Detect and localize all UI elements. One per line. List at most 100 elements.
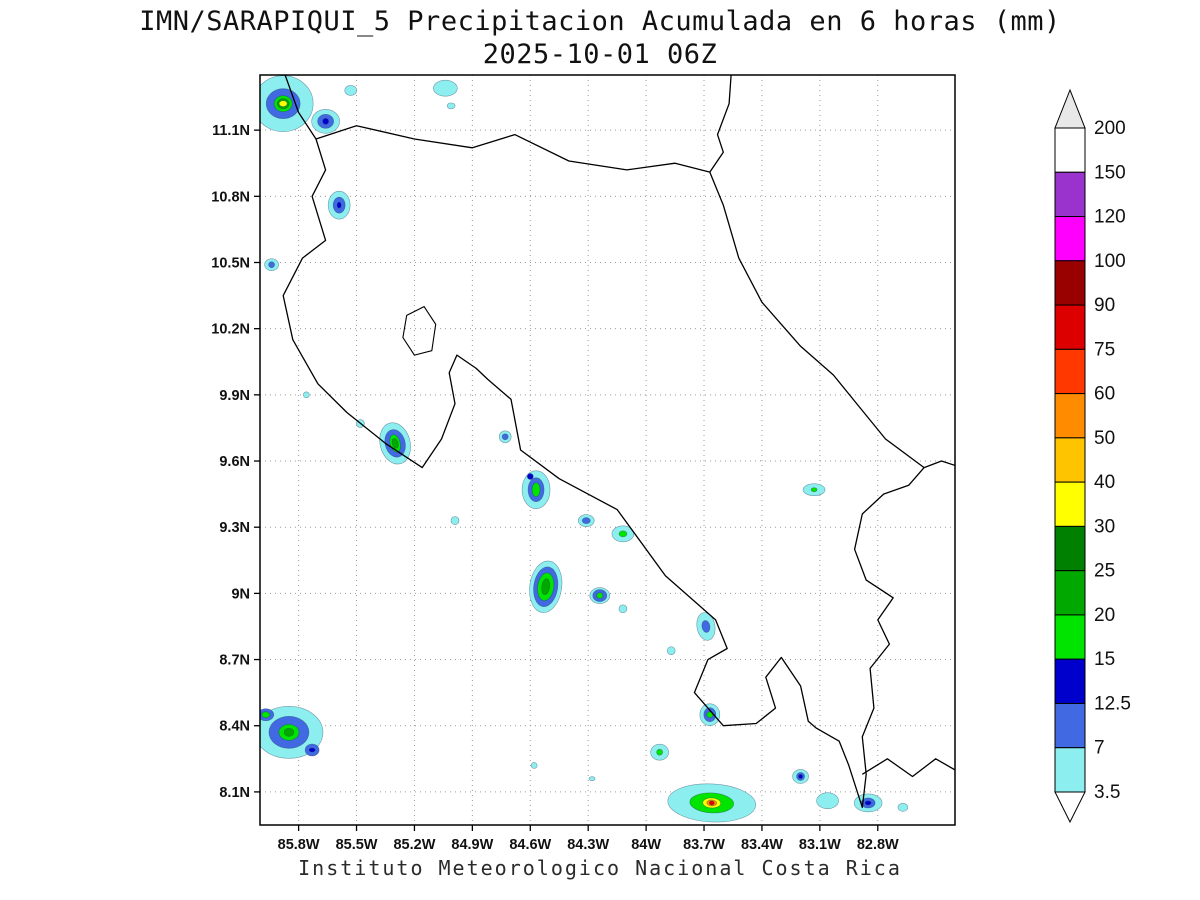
precip-contours [260,75,909,823]
precip-cell [530,762,538,769]
x-axis-tick-label: 85.5W [336,837,378,853]
precip-cell [304,743,320,757]
nicaragua-caribbean-coast [709,75,732,173]
colorbar-segment [1054,216,1086,262]
precip-cell [498,430,512,444]
costa-rica-outline [282,125,925,809]
colorbar-segment [1054,614,1086,660]
colorbar-segment [1054,702,1086,749]
precip-cell [450,516,460,525]
colorbar-label: 90 [1094,295,1115,316]
colorbar-segment [1054,747,1086,793]
precip-cell [521,470,551,510]
gridlines [260,75,955,825]
x-axis-tick-label: 84.6W [509,837,551,853]
precip-cell [792,769,809,784]
colorbar: 200 150 120 100 90 75 60 50 40 30 25 20 15 12.5 7 3.5 [1054,88,1131,824]
precip-cell [699,703,721,727]
colorbar-label: 100 [1094,251,1126,272]
precip-cell [650,743,669,761]
precip-cell [588,776,596,781]
colorbar-label: 40 [1094,472,1115,493]
colorbar-label: 75 [1094,339,1115,360]
precip-cell [260,708,275,722]
colorbar-label: 120 [1094,207,1126,228]
plot-border [259,74,956,826]
colorbar-segment [1054,348,1086,395]
precip-cell [897,803,909,812]
precip-cell [446,102,456,110]
colorbar-label: 25 [1094,561,1115,582]
colorbar-label: 60 [1094,384,1115,405]
precip-cell [611,525,635,543]
precip-cell [666,646,676,656]
precip-cell [433,79,458,97]
precip-cell [853,793,883,813]
y-axis-tick-label: 8.7N [219,653,250,669]
x-axis-tick-label: 83.7W [683,837,725,853]
precip-cell [327,190,351,220]
colorbar-segment [1054,127,1086,173]
y-axis-tick-label: 10.2N [211,322,250,338]
precip-cell [264,258,279,272]
precip-cell [667,783,757,823]
y-axis-tick-label: 9.6N [219,454,250,470]
coastline [282,75,955,809]
x-axis-tick-label: 83.1W [799,837,841,853]
x-axis-tick-label: 82.8W [857,837,899,853]
y-axis-tick-label: 9.9N [219,388,250,404]
precip-cell [618,604,628,614]
y-axis-tick-label: 10.8N [211,189,250,205]
colorbar-label: 200 [1094,118,1126,139]
colorbar-segment [1054,658,1086,704]
x-axis-tick-label: 85.2W [393,837,435,853]
colorbar-label: 7 [1094,738,1105,759]
map-title-line1: IMN/SARAPIQUI_5 Precipitacion Acumulada … [139,6,1061,37]
x-axis-tick-label: 84W [631,837,661,853]
gulf-of-nicoya-outline [402,305,437,356]
colorbar-label: 30 [1094,516,1115,537]
precip-cell [260,706,324,759]
y-axis-tick-label: 11.1N [212,123,250,139]
colorbar-segment [1054,393,1086,439]
map-title: IMN/SARAPIQUI_5 Precipitacion Acumulada … [0,6,1200,70]
precip-cell [526,473,534,480]
y-axis-tick-label: 9N [231,586,250,602]
colorbar-label: 12.5 [1094,693,1131,714]
y-axis-tick-label: 8.1N [219,785,250,801]
map-title-line2: 2025-10-01 06Z [482,39,718,70]
colorbar-arrow-top [1054,88,1086,129]
colorbar-segment [1054,481,1086,527]
colorbar-arrow-bottom [1054,791,1086,824]
y-axis-tick-label: 8.4N [219,719,250,735]
precip-cell [589,587,611,604]
precip-cell [816,792,839,810]
precip-cell [577,514,595,527]
colorbar-segment [1054,570,1086,616]
x-axis-tick-label: 83.4W [741,837,783,853]
colorbar-segment [1054,525,1086,572]
y-axis-tick-label: 10.5N [211,256,250,272]
precip-cell [344,85,358,96]
colorbar-label: 50 [1094,428,1115,449]
colorbar-label: 20 [1094,605,1115,626]
panama-caribbean-coast [923,460,955,469]
precip-cell [379,422,411,465]
x-axis-tick-label: 84.3W [567,837,609,853]
colorbar-segment [1054,304,1086,350]
precip-cell [311,109,340,134]
map-footer-credit: Instituto Meteorologico Nacional Costa R… [298,856,902,880]
precip-cell [696,612,716,641]
panama-pacific-coast [861,758,955,778]
colorbar-segment [1054,437,1086,483]
precip-cell [260,75,314,132]
x-axis-tick-label: 85.8W [278,837,320,853]
precip-cell [529,560,563,613]
y-axis-tick-label: 9.3N [219,520,250,536]
colorbar-label: 15 [1094,649,1115,670]
x-axis-tick-label: 84.9W [451,837,493,853]
colorbar-label: 150 [1094,162,1126,183]
precip-cell [303,391,310,399]
